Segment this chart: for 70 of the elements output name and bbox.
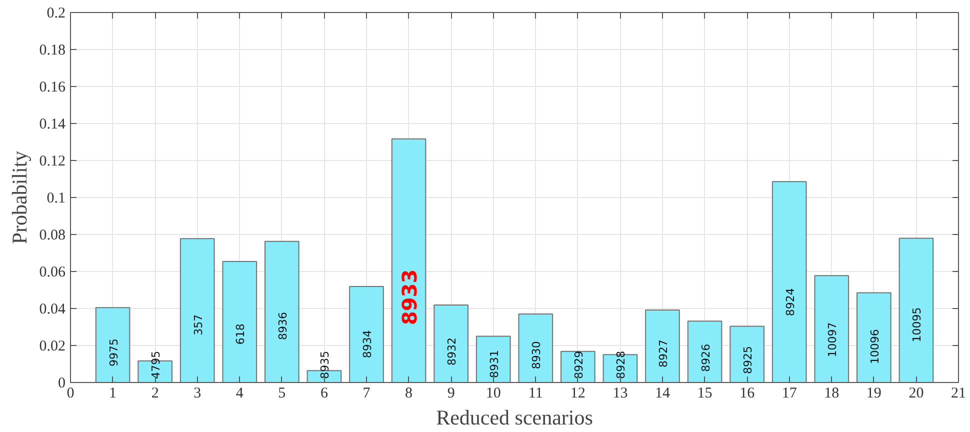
annotation: 8931: [488, 350, 501, 378]
annotation: 9975: [107, 338, 120, 367]
annotation: 357: [192, 314, 205, 336]
bar: [349, 286, 384, 382]
bar: [814, 275, 850, 382]
y-tick-label: 0.08: [39, 228, 66, 244]
y-tick-label: 0.1: [46, 190, 66, 206]
x-tick-label: 2: [151, 386, 159, 402]
bar: [856, 292, 892, 382]
x-tick-label: 14: [655, 386, 670, 402]
x-axis-title: Reduced scenarios: [436, 406, 593, 430]
y-tick-label: 0.06: [39, 264, 66, 280]
x-tick-label: 4: [236, 386, 244, 402]
y-tick-label: 0.12: [39, 154, 66, 170]
annotation: 8934: [361, 330, 374, 358]
bar: [222, 261, 258, 382]
x-tick-label: 8: [405, 386, 413, 402]
annotation: 4795: [150, 350, 163, 379]
annotation: 8926: [699, 344, 712, 372]
x-tick-label: 20: [908, 386, 924, 402]
x-tick-label: 17: [782, 386, 798, 402]
x-tick-label: 19: [866, 386, 882, 402]
bar: [730, 326, 764, 382]
annotation: 10095: [910, 307, 924, 342]
bar: [180, 238, 215, 382]
x-tick-label: 11: [528, 386, 543, 402]
y-tick-label: 0: [58, 376, 66, 392]
annotation: 8932: [446, 337, 459, 366]
bar: [391, 138, 426, 382]
annotation: 10096: [868, 329, 882, 364]
y-tick-label: 0.14: [39, 116, 66, 132]
x-tick-label: 5: [278, 386, 286, 402]
x-tick-label: 1: [109, 386, 117, 402]
x-tick-label: 6: [320, 386, 328, 402]
annotation: 10097: [826, 322, 840, 358]
bar: [518, 314, 554, 382]
annotation: 8927: [657, 339, 670, 368]
annotation: 8924: [784, 288, 797, 316]
x-tick-label: 10: [486, 386, 501, 402]
annotation: 8930: [530, 341, 544, 370]
y-tick-label: 0.18: [39, 42, 66, 58]
y-tick-label: 0.04: [39, 302, 66, 318]
y-tick-label: 0.16: [39, 80, 66, 96]
x-tick-label: 13: [612, 386, 628, 402]
annotation: 618: [234, 324, 248, 345]
bar: [898, 238, 934, 382]
annotation: 8933: [397, 269, 422, 326]
bar: [645, 309, 680, 382]
annotation: 8936: [276, 312, 290, 340]
x-tick-label: 21: [951, 386, 966, 402]
annotation: 8929: [572, 350, 586, 379]
x-tick-label: 7: [362, 386, 371, 402]
annotation: 8925: [742, 346, 755, 374]
x-tick-label: 9: [447, 386, 455, 402]
bar: [95, 307, 130, 382]
x-tick-label: 18: [824, 386, 840, 402]
bar: [434, 304, 468, 382]
x-tick-label: 15: [697, 386, 712, 402]
y-tick-label: 0.2: [46, 6, 66, 22]
annotation: 8935: [318, 350, 332, 379]
y-tick-label: 0.02: [39, 338, 66, 354]
bar: [476, 336, 511, 382]
x-tick-label: 12: [570, 386, 586, 402]
annotation: 8928: [614, 350, 628, 379]
bar: [772, 181, 807, 382]
x-tick-label: 16: [740, 386, 756, 402]
y-axis-title: Probability: [7, 150, 32, 244]
bar: [687, 320, 722, 382]
x-tick-label: 3: [194, 386, 202, 402]
bar: [264, 240, 300, 382]
